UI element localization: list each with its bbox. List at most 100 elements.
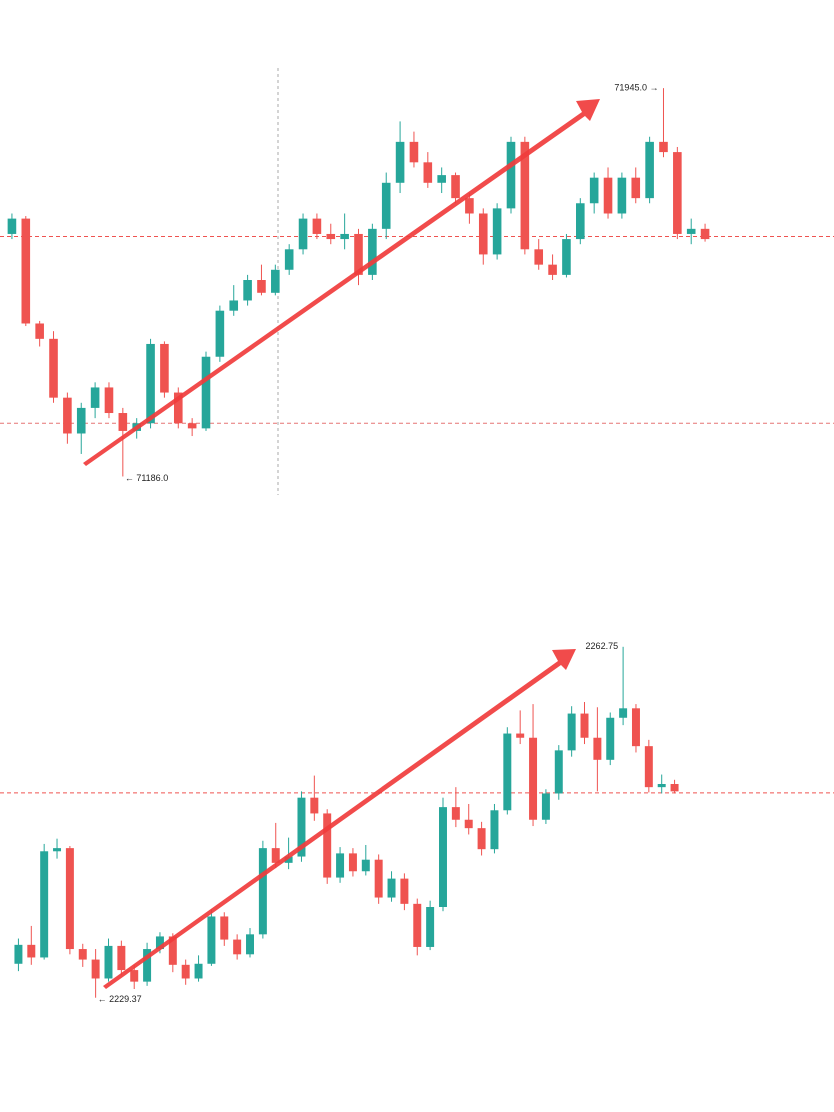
candle-body (506, 141, 516, 209)
candle-body (207, 916, 216, 964)
candle-body (91, 959, 100, 979)
candle-body (233, 939, 242, 955)
candle-body (284, 856, 293, 863)
candle-body (426, 907, 435, 947)
candle-body (229, 300, 239, 311)
candle-body (520, 141, 530, 250)
candle-body (76, 407, 86, 434)
candle-body (348, 853, 357, 872)
candle-body (395, 141, 405, 183)
candle-body (413, 903, 422, 947)
candle-body (181, 964, 190, 979)
candle-body (173, 392, 183, 424)
candle-body (284, 249, 294, 270)
candle-body (567, 713, 576, 751)
candle-body (243, 280, 252, 301)
candle-body (548, 264, 557, 275)
candle-body (27, 944, 36, 958)
candle-body (451, 807, 460, 820)
candle-body (323, 813, 332, 878)
candle-body (541, 793, 550, 820)
candle-body (464, 819, 473, 829)
candle-body (437, 175, 446, 183)
candle-body (361, 859, 370, 872)
candle-body (155, 936, 164, 950)
candle-body (631, 708, 640, 747)
candle-body (90, 387, 100, 408)
candle-body (130, 970, 139, 982)
candle-body (65, 848, 74, 950)
candle-body (562, 239, 571, 275)
candle-body (118, 413, 128, 431)
candle-body (673, 152, 682, 234)
candle-body (7, 218, 17, 234)
candle-body (312, 218, 322, 234)
candle-body (35, 323, 44, 339)
candle-body (215, 310, 225, 357)
candle-body (478, 213, 488, 255)
candle-body (257, 280, 266, 293)
candle-body (381, 182, 391, 229)
candle-body (645, 141, 654, 199)
candle-body (644, 746, 653, 788)
candle-body (160, 343, 169, 393)
candle-body (220, 916, 229, 940)
candle-body (297, 797, 306, 857)
candle-body (271, 269, 280, 293)
candle-body (271, 848, 280, 863)
candle-body (340, 233, 349, 240)
candle-body (21, 218, 31, 324)
candle-body (593, 737, 602, 760)
candle-body (657, 784, 666, 788)
candle-body (78, 949, 87, 960)
candle-body (63, 397, 72, 434)
candle-body (146, 343, 155, 424)
candle-body (104, 945, 113, 979)
candle-body (400, 878, 409, 904)
candle-body (659, 141, 668, 153)
candle-body (617, 177, 627, 214)
candle-body (670, 784, 679, 792)
candle-body (187, 423, 197, 429)
candle-body (606, 717, 615, 760)
candle-body (143, 949, 152, 982)
candle-body (354, 233, 363, 275)
candle-body (619, 708, 628, 718)
candle-body (14, 944, 23, 964)
candle-body (40, 851, 49, 958)
candle-body (576, 203, 585, 240)
candle-body (603, 177, 613, 214)
candle-body (168, 936, 177, 965)
candle-body (53, 848, 62, 852)
candle-body (439, 807, 447, 907)
candle-body (631, 177, 641, 199)
candle-body (246, 934, 254, 955)
trend-arrow (83, 99, 600, 466)
candle-body (374, 859, 383, 898)
candle-body (589, 177, 599, 204)
candle-body (368, 228, 377, 275)
candle-body (423, 162, 433, 183)
candle-body (258, 848, 267, 935)
candle-body (686, 228, 696, 234)
candle-body (104, 387, 114, 414)
candle-body (700, 228, 710, 240)
candle-body (326, 233, 336, 240)
candle-body (477, 828, 486, 850)
candle-body (194, 963, 203, 979)
candle-body (49, 338, 58, 398)
candle-body (490, 810, 499, 850)
candle-body (117, 945, 126, 971)
candle-body (492, 208, 502, 255)
candle-body (298, 218, 308, 250)
extreme-label: ← 2229.37 (98, 994, 142, 1004)
candle-body (387, 878, 396, 898)
chart-layer: 71945.0 → ← 71186.0 2262.75 ← 2229.37 (0, 83, 834, 1004)
candle-body (409, 141, 419, 163)
candle-body (529, 737, 538, 820)
candle-body (580, 713, 589, 738)
candle-body (201, 356, 211, 429)
candle-body (451, 175, 460, 199)
